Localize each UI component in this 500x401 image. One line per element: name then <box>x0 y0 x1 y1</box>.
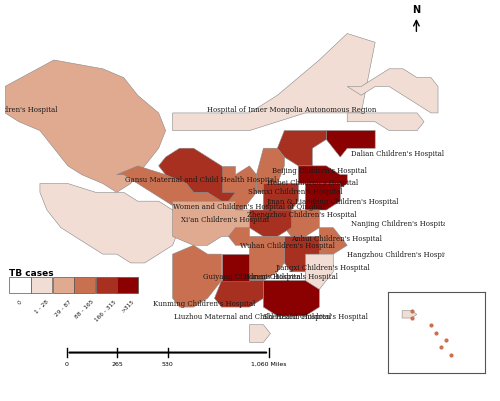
Text: >315: >315 <box>120 298 135 313</box>
Polygon shape <box>264 184 298 219</box>
Text: Urumqi Children's Hospital: Urumqi Children's Hospital <box>0 105 57 113</box>
Text: Xi'an Children's Hospital: Xi'an Children's Hospital <box>181 215 269 223</box>
Bar <box>74 277 95 293</box>
Text: Liuzhou Maternal and Child Health Hospital: Liuzhou Maternal and Child Health Hospit… <box>174 312 332 320</box>
Polygon shape <box>264 281 320 316</box>
Polygon shape <box>214 281 264 307</box>
Polygon shape <box>250 237 284 281</box>
Text: 1,060 Miles: 1,060 Miles <box>252 360 287 366</box>
Text: Shenzhen Children's Hospital: Shenzhen Children's Hospital <box>264 312 368 320</box>
Polygon shape <box>116 166 222 219</box>
Polygon shape <box>228 228 250 246</box>
Text: Kunming Children's Hospital: Kunming Children's Hospital <box>153 299 255 307</box>
Text: Anhui Children's Hospital: Anhui Children's Hospital <box>292 235 382 243</box>
Polygon shape <box>347 70 438 113</box>
Text: Jinan & Liaodong Children's Hospital: Jinan & Liaodong Children's Hospital <box>267 198 400 206</box>
Text: 265: 265 <box>112 360 123 366</box>
Polygon shape <box>40 184 179 263</box>
Text: 0: 0 <box>17 298 23 305</box>
Text: N: N <box>412 5 420 15</box>
Polygon shape <box>298 140 312 149</box>
Text: 29 - 87: 29 - 87 <box>54 298 72 317</box>
Text: Zhengzhou Children's Hospital: Zhengzhou Children's Hospital <box>247 211 356 219</box>
Bar <box>96 277 117 293</box>
Text: 166 - 315: 166 - 315 <box>94 298 118 322</box>
Text: Shanxi Children's Hospital: Shanxi Children's Hospital <box>248 187 342 195</box>
Polygon shape <box>250 325 270 342</box>
Polygon shape <box>256 149 284 193</box>
Text: Guiyang Children's Hospital: Guiyang Children's Hospital <box>203 273 302 280</box>
Bar <box>10 277 30 293</box>
Polygon shape <box>306 255 334 290</box>
Bar <box>31 277 52 293</box>
Polygon shape <box>298 166 347 193</box>
Polygon shape <box>172 34 375 131</box>
Text: Women and Children's Hospital of Qinghai: Women and Children's Hospital of Qinghai <box>172 202 324 210</box>
Polygon shape <box>172 246 222 307</box>
Text: Hebei Children's Hospital: Hebei Children's Hospital <box>266 178 358 186</box>
Polygon shape <box>326 131 375 158</box>
Polygon shape <box>402 311 417 318</box>
Text: 530: 530 <box>162 360 173 366</box>
Polygon shape <box>228 166 256 211</box>
Polygon shape <box>284 237 320 272</box>
Text: Hangzhou Children's Hospital: Hangzhou Children's Hospital <box>347 251 454 259</box>
Text: Nanjing Children's Hospital: Nanjing Children's Hospital <box>350 220 449 228</box>
Polygon shape <box>306 184 340 211</box>
Polygon shape <box>172 202 250 246</box>
Text: Jiangxi Children's Hospital: Jiangxi Children's Hospital <box>276 264 370 272</box>
Polygon shape <box>284 211 320 237</box>
Text: Wuhan Children's Hospital: Wuhan Children's Hospital <box>240 242 336 250</box>
Text: 88 - 165: 88 - 165 <box>74 298 95 319</box>
Text: 0: 0 <box>64 360 68 366</box>
Text: Gansu Maternal and Child Health Hospital: Gansu Maternal and Child Health Hospital <box>125 176 276 184</box>
Text: Hunan Children's Hospital: Hunan Children's Hospital <box>244 273 338 280</box>
Bar <box>52 277 74 293</box>
Polygon shape <box>158 149 236 202</box>
Polygon shape <box>5 61 166 193</box>
Text: Hospital of Inner Mongolia Autonomous Region: Hospital of Inner Mongolia Autonomous Re… <box>206 105 376 113</box>
Text: Beijing Children's Hospital: Beijing Children's Hospital <box>272 167 366 175</box>
Text: TB cases: TB cases <box>10 268 54 277</box>
Polygon shape <box>250 211 292 237</box>
Polygon shape <box>222 166 235 193</box>
Polygon shape <box>278 131 326 166</box>
Polygon shape <box>222 255 250 281</box>
Text: Dalian Children's Hospital: Dalian Children's Hospital <box>350 149 444 157</box>
Text: 1 - 28: 1 - 28 <box>34 298 50 314</box>
Bar <box>117 277 138 293</box>
Polygon shape <box>347 113 424 131</box>
Polygon shape <box>312 228 347 255</box>
